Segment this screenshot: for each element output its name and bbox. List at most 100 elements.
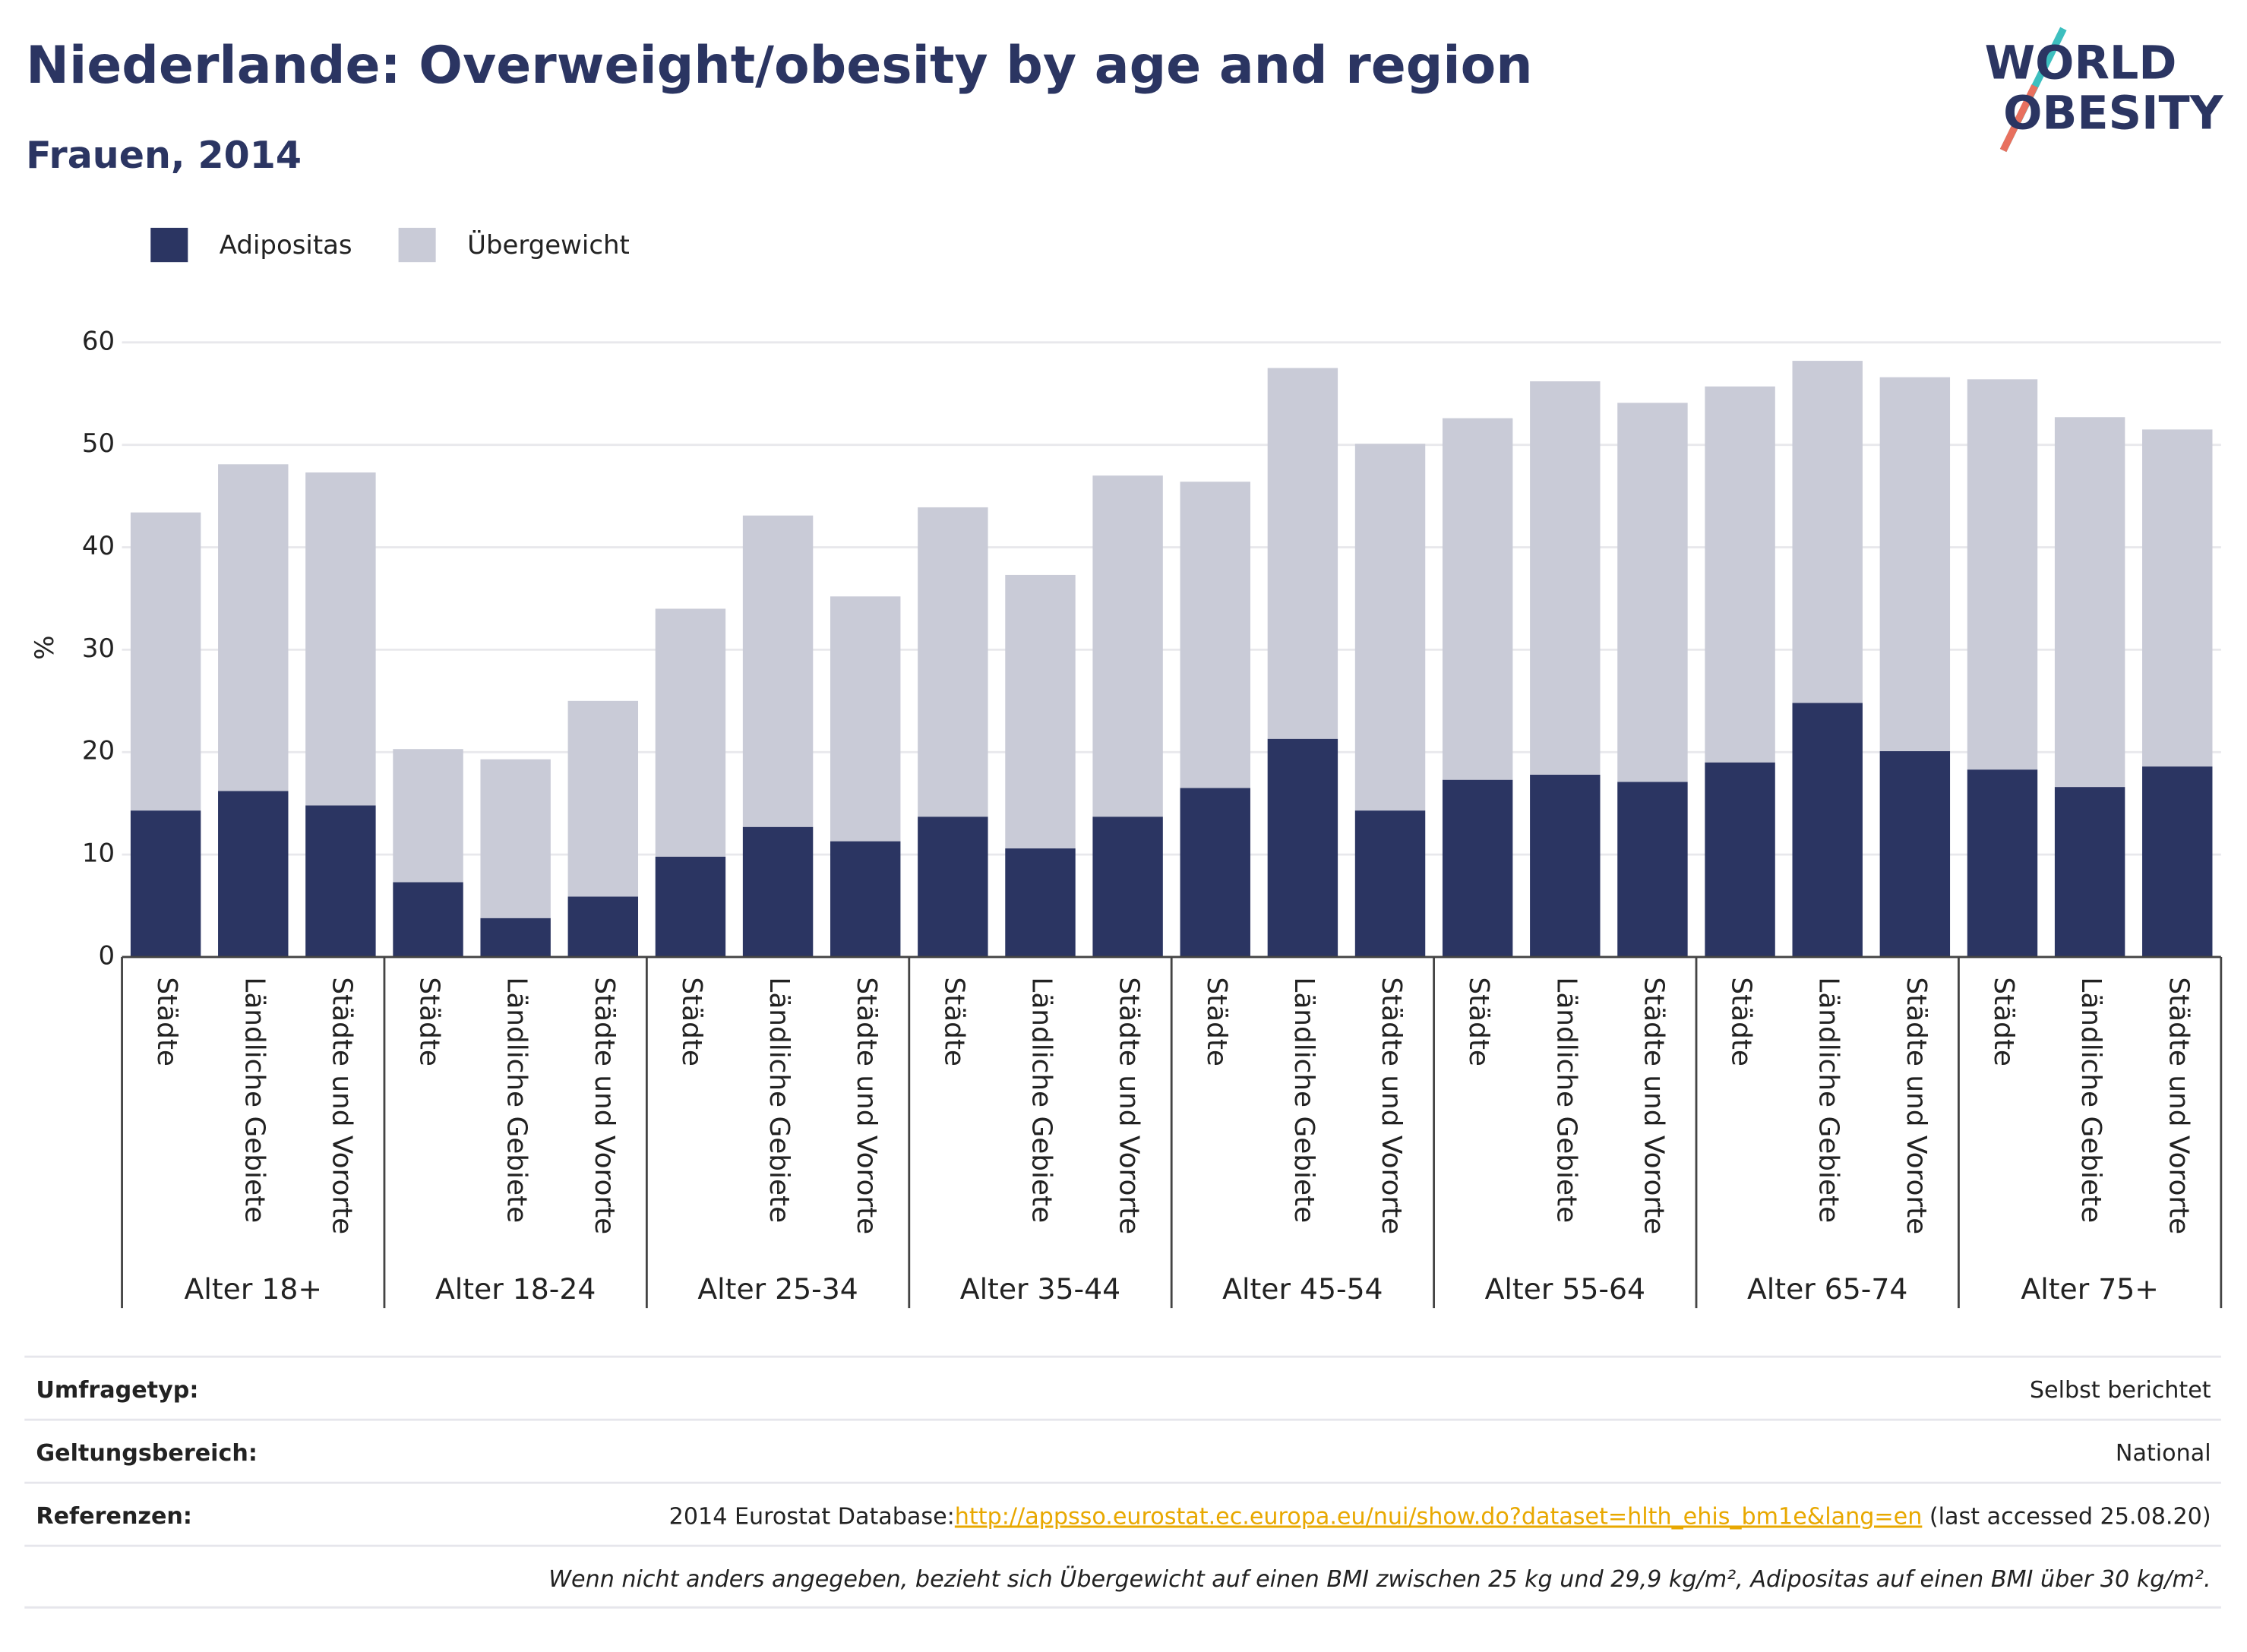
- footer-label: Referenzen:: [36, 1503, 192, 1530]
- bar-segment: [305, 472, 376, 806]
- x-tick-label: Städte und Vororte: [326, 977, 357, 1234]
- bar-segment: [1879, 750, 1951, 957]
- x-tick-label: Städte und Vororte: [1901, 977, 1932, 1234]
- bar-segment: [2054, 787, 2125, 957]
- y-tick-label: 60: [82, 326, 115, 356]
- x-tick-label: Städte und Vororte: [2163, 977, 2194, 1234]
- bar-segment: [1180, 482, 1250, 788]
- bar-segment: [1354, 810, 1426, 957]
- y-tick-label: 10: [82, 839, 115, 869]
- bar-segment: [830, 596, 901, 842]
- y-tick-label: 20: [82, 736, 115, 766]
- bar-segment: [742, 826, 814, 957]
- x-tick-label: Städte: [938, 977, 969, 1066]
- group-label: Alter 45-54: [1222, 1272, 1383, 1306]
- bar-segment: [1792, 361, 1863, 703]
- bar-segment: [1617, 782, 1688, 957]
- legend-swatch: [398, 227, 436, 263]
- group-label: Alter 35-44: [960, 1272, 1120, 1306]
- reference-text: 2014 Eurostat Database:: [669, 1503, 955, 1530]
- bar-segment: [655, 608, 726, 857]
- bar-segment: [567, 700, 639, 897]
- bar-segment: [130, 512, 201, 811]
- reference-text: (last accessed 25.08.20): [1922, 1503, 2211, 1530]
- bar-segment: [655, 856, 726, 957]
- bar-segment: [918, 507, 988, 817]
- group-label: Alter 18-24: [435, 1272, 596, 1306]
- bar-segment: [830, 841, 901, 957]
- footnote: Wenn nicht anders angegeben, bezieht sic…: [548, 1565, 2211, 1593]
- bar-segment: [480, 918, 551, 957]
- bar-segment: [218, 791, 289, 957]
- x-tick-label: Ländliche Gebiete: [1026, 977, 1057, 1223]
- bar-segment: [1005, 848, 1076, 957]
- logo-slash: [1999, 84, 2038, 153]
- group-label: Alter 75+: [2021, 1272, 2158, 1306]
- x-tick-label: Städte und Vororte: [1376, 977, 1407, 1234]
- x-tick-label: Städte: [1726, 977, 1757, 1066]
- x-tick-label: Städte und Vororte: [1638, 977, 1669, 1234]
- x-tick-label: Städte und Vororte: [1114, 977, 1145, 1234]
- legend-label: Übergewicht: [467, 229, 630, 261]
- x-tick-label: Ländliche Gebiete: [1288, 977, 1319, 1223]
- bar-segment: [567, 896, 639, 957]
- bar-segment: [218, 464, 289, 791]
- bar-segment: [130, 810, 201, 957]
- bar-segment: [1879, 377, 1951, 751]
- bar-segment: [1967, 769, 2038, 957]
- footer-value: 2014 Eurostat Database:http://appsso.eur…: [669, 1503, 2211, 1530]
- x-tick-label: Städte: [1463, 977, 1494, 1066]
- y-tick-label: 30: [82, 633, 115, 664]
- legend-swatch: [150, 227, 188, 263]
- bar-segment: [1705, 762, 1775, 957]
- group-label: Alter 25-34: [697, 1272, 858, 1306]
- bar-segment: [1354, 444, 1426, 811]
- logo-text: OBESITY: [2003, 87, 2224, 140]
- x-tick-label: Städte: [414, 977, 445, 1066]
- bar-segment: [1005, 574, 1076, 849]
- footer-label: Geltungsbereich:: [36, 1440, 258, 1467]
- y-tick-label: 40: [82, 531, 115, 561]
- group-label: Alter 18+: [185, 1272, 322, 1306]
- logo-text: WORLD: [1985, 36, 2177, 90]
- bar-segment: [2054, 417, 2125, 788]
- bar-segment: [1617, 403, 1688, 782]
- bar-segment: [1092, 817, 1163, 957]
- legend-label: Adipositas: [220, 230, 352, 261]
- chart-subtitle: Frauen, 2014: [26, 133, 302, 177]
- x-tick-label: Ländliche Gebiete: [1813, 977, 1844, 1223]
- group-label: Alter 65-74: [1747, 1272, 1907, 1306]
- bar-segment: [1267, 368, 1338, 739]
- x-tick-label: Ländliche Gebiete: [1550, 977, 1582, 1223]
- x-tick-label: Städte: [1201, 977, 1232, 1066]
- footer-label: Umfragetyp:: [36, 1377, 198, 1404]
- bar-segment: [1267, 738, 1338, 957]
- bar-segment: [1705, 386, 1775, 763]
- bar-segment: [1967, 379, 2038, 770]
- reference-link[interactable]: http://appsso.eurostat.ec.europa.eu/nui/…: [955, 1503, 1923, 1530]
- x-tick-label: Ländliche Gebiete: [239, 977, 270, 1223]
- bar-segment: [2142, 766, 2213, 957]
- x-tick-label: Ländliche Gebiete: [501, 977, 533, 1223]
- group-label: Alter 55-64: [1485, 1272, 1645, 1306]
- bar-segment: [918, 817, 988, 957]
- bar-segment: [1180, 788, 1250, 957]
- y-axis-label: %: [30, 635, 60, 659]
- bar-segment: [2142, 429, 2213, 767]
- footer-value: Selbst berichtet: [2030, 1377, 2211, 1404]
- bar-segment: [393, 882, 463, 957]
- bar-segment: [1792, 703, 1863, 957]
- x-tick-label: Städte: [1988, 977, 2019, 1066]
- chart-title: Niederlande: Overweight/obesity by age a…: [26, 36, 1532, 96]
- bar-segment: [1530, 774, 1601, 957]
- bar-segment: [1442, 779, 1513, 957]
- bar-segment: [1530, 381, 1601, 775]
- bar-segment: [1092, 475, 1163, 817]
- y-tick-label: 0: [99, 940, 115, 971]
- x-tick-label: Ländliche Gebiete: [2075, 977, 2106, 1223]
- y-tick-label: 50: [82, 428, 115, 459]
- x-tick-label: Städte: [676, 977, 707, 1066]
- footer-value: National: [2116, 1440, 2211, 1467]
